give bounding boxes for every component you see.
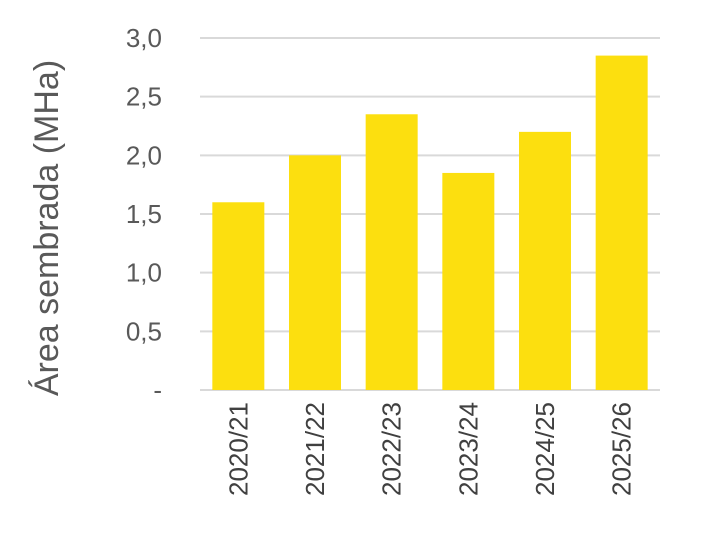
x-tick-label: 2021/22 xyxy=(300,402,330,496)
y-tick-label: 2,0 xyxy=(126,140,162,170)
bar xyxy=(289,155,341,390)
x-tick-label: 2024/25 xyxy=(530,402,560,496)
y-tick-label: 1,5 xyxy=(126,199,162,229)
bars xyxy=(212,55,648,391)
x-axis-tick-labels: 2020/21 2021/22 2022/23 2023/24 2024/25 2025/… xyxy=(223,402,636,496)
y-tick-label: 3,0 xyxy=(126,23,162,53)
y-axis-tick-labels: - 0,5 1,0 1,5 2,0 2,5 3,0 xyxy=(126,23,162,405)
y-tick-label: 0,5 xyxy=(126,316,162,346)
y-tick-label: 1,0 xyxy=(126,258,162,288)
x-tick-label: 2022/23 xyxy=(377,402,407,496)
x-tick-label: 2023/24 xyxy=(453,402,483,496)
bar xyxy=(519,131,571,390)
bar xyxy=(442,172,495,390)
y-tick-label: 2,5 xyxy=(126,82,162,112)
bar xyxy=(365,114,418,391)
y-tick-label: - xyxy=(153,375,162,405)
y-axis-title: Área sembrada (MHa) xyxy=(28,60,66,396)
x-tick-label: 2020/21 xyxy=(223,402,253,496)
gridlines xyxy=(200,37,660,391)
bar xyxy=(595,55,648,390)
bar xyxy=(212,202,265,390)
x-tick-label: 2025/26 xyxy=(607,402,637,496)
